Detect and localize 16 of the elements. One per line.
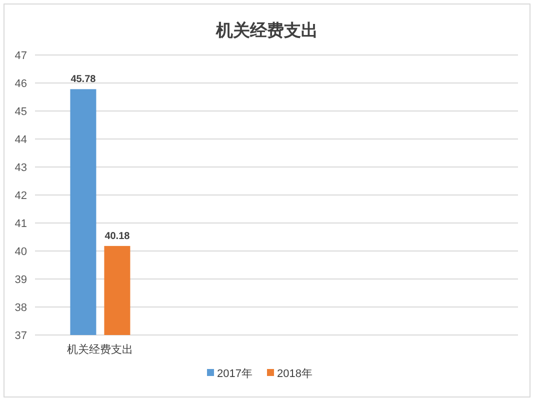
data-label: 40.18 bbox=[104, 230, 130, 242]
y-tick-label: 38 bbox=[14, 302, 27, 314]
legend-label: 2018年 bbox=[277, 368, 312, 380]
y-tick-label: 40 bbox=[14, 246, 27, 258]
y-tick-label: 45 bbox=[14, 106, 27, 118]
y-tick-label: 37 bbox=[14, 330, 27, 342]
y-tick-label: 44 bbox=[14, 134, 27, 146]
y-tick-label: 42 bbox=[14, 190, 27, 202]
legend-label: 2017年 bbox=[217, 368, 252, 380]
y-tick-label: 43 bbox=[14, 162, 27, 174]
y-tick-label: 39 bbox=[14, 274, 27, 286]
text: 机关经费支出 bbox=[215, 21, 318, 40]
y-tick-label: 47 bbox=[14, 50, 27, 62]
y-tick-label: 41 bbox=[14, 218, 27, 230]
data-label: 45.78 bbox=[70, 74, 96, 86]
y-tick-label: 46 bbox=[14, 78, 27, 90]
